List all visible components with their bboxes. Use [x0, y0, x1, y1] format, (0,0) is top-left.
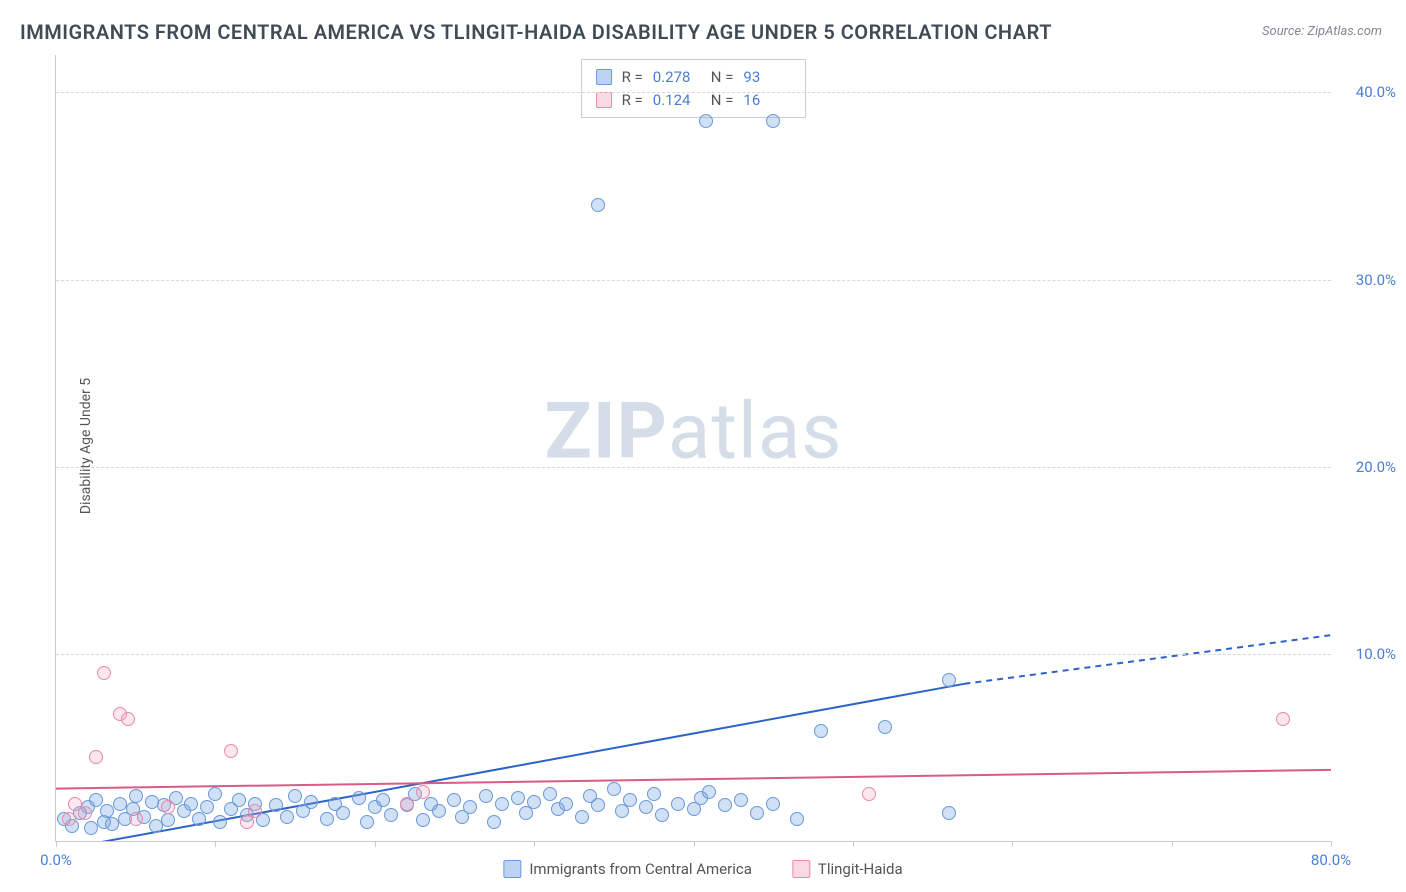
datapoint-blue — [320, 812, 334, 826]
datapoint-pink — [78, 806, 92, 820]
x-tick — [215, 841, 216, 847]
datapoint-blue — [942, 806, 956, 820]
x-tick — [694, 841, 695, 847]
datapoint-blue — [495, 797, 509, 811]
datapoint-blue — [639, 800, 653, 814]
datapoint-pink — [129, 812, 143, 826]
gridline — [56, 467, 1331, 468]
datapoint-pink — [89, 750, 103, 764]
x-tick — [375, 841, 376, 847]
datapoint-blue — [647, 787, 661, 801]
datapoint-blue — [100, 804, 114, 818]
datapoint-blue — [734, 793, 748, 807]
datapoint-blue — [814, 724, 828, 738]
swatch-pink-icon — [792, 860, 810, 878]
datapoint-pink — [121, 712, 135, 726]
legend-series: Immigrants from Central America Tlingit-… — [503, 860, 902, 878]
swatch-pink-icon — [596, 92, 612, 108]
datapoint-blue — [269, 798, 283, 812]
correlation-chart: IMMIGRANTS FROM CENTRAL AMERICA VS TLING… — [0, 0, 1406, 892]
x-tick — [1172, 841, 1173, 847]
datapoint-blue — [129, 789, 143, 803]
datapoint-blue — [591, 198, 605, 212]
legend-item-series-0: Immigrants from Central America — [503, 860, 752, 878]
datapoint-blue — [416, 813, 430, 827]
y-tick-label: 40.0% — [1356, 83, 1396, 101]
x-tick — [534, 841, 535, 847]
datapoint-blue — [304, 795, 318, 809]
datapoint-blue — [559, 797, 573, 811]
datapoint-blue — [699, 114, 713, 128]
legend-row-series-0: R = 0.278 N = 93 — [596, 66, 792, 89]
datapoint-pink — [416, 785, 430, 799]
datapoint-pink — [62, 812, 76, 826]
datapoint-blue — [671, 797, 685, 811]
legend-item-series-1: Tlingit-Haida — [792, 860, 903, 878]
datapoint-blue — [878, 720, 892, 734]
datapoint-blue — [591, 798, 605, 812]
x-tick — [56, 841, 57, 847]
datapoint-pink — [248, 804, 262, 818]
datapoint-blue — [487, 815, 501, 829]
x-tick — [853, 841, 854, 847]
datapoint-blue — [942, 673, 956, 687]
swatch-blue-icon — [596, 69, 612, 85]
datapoint-blue — [790, 812, 804, 826]
y-tick-label: 30.0% — [1356, 271, 1396, 289]
swatch-blue-icon — [503, 860, 521, 878]
datapoint-blue — [280, 810, 294, 824]
datapoint-blue — [384, 808, 398, 822]
trendlines — [56, 55, 1331, 841]
datapoint-pink — [224, 744, 238, 758]
datapoint-blue — [718, 798, 732, 812]
datapoint-blue — [161, 813, 175, 827]
datapoint-blue — [766, 114, 780, 128]
y-tick-label: 10.0% — [1356, 645, 1396, 663]
datapoint-blue — [766, 797, 780, 811]
legend-stats: R = 0.278 N = 93 R = 0.124 N = 16 — [581, 59, 807, 118]
chart-title: IMMIGRANTS FROM CENTRAL AMERICA VS TLING… — [20, 20, 1052, 44]
datapoint-pink — [97, 666, 111, 680]
datapoint-blue — [184, 797, 198, 811]
datapoint-blue — [336, 806, 350, 820]
datapoint-blue — [360, 815, 374, 829]
datapoint-blue — [213, 815, 227, 829]
datapoint-blue — [463, 800, 477, 814]
datapoint-pink — [862, 787, 876, 801]
y-tick-label: 20.0% — [1356, 458, 1396, 476]
datapoint-blue — [200, 800, 214, 814]
source-attribution: Source: ZipAtlas.com — [1262, 24, 1382, 39]
datapoint-pink — [161, 800, 175, 814]
datapoint-blue — [655, 808, 669, 822]
x-tick — [1012, 841, 1013, 847]
x-tick — [1331, 841, 1332, 847]
gridline — [56, 92, 1331, 93]
x-tick-label: 80.0% — [1311, 851, 1351, 869]
gridline — [56, 280, 1331, 281]
datapoint-blue — [288, 789, 302, 803]
datapoint-blue — [623, 793, 637, 807]
datapoint-blue — [232, 793, 246, 807]
watermark: ZIPatlas — [544, 387, 842, 478]
gridline — [56, 654, 1331, 655]
datapoint-pink — [1276, 712, 1290, 726]
datapoint-blue — [479, 789, 493, 803]
datapoint-blue — [543, 787, 557, 801]
datapoint-blue — [208, 787, 222, 801]
datapoint-blue — [702, 785, 716, 799]
datapoint-blue — [607, 782, 621, 796]
datapoint-blue — [89, 793, 103, 807]
datapoint-blue — [511, 791, 525, 805]
datapoint-blue — [376, 793, 390, 807]
datapoint-blue — [575, 810, 589, 824]
datapoint-blue — [447, 793, 461, 807]
datapoint-pink — [400, 797, 414, 811]
datapoint-blue — [527, 795, 541, 809]
plot-area: ZIPatlas R = 0.278 N = 93 R = 0.124 N = … — [55, 55, 1331, 842]
x-tick-label: 0.0% — [40, 851, 72, 869]
datapoint-blue — [432, 804, 446, 818]
datapoint-blue — [750, 806, 764, 820]
datapoint-blue — [352, 791, 366, 805]
